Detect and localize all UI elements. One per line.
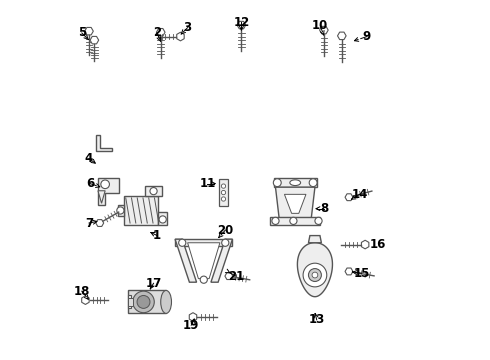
- Text: 9: 9: [363, 30, 371, 43]
- Polygon shape: [345, 268, 353, 275]
- Text: 12: 12: [233, 16, 249, 29]
- Polygon shape: [219, 179, 228, 206]
- Polygon shape: [128, 296, 131, 309]
- Text: 8: 8: [320, 202, 328, 215]
- Text: 20: 20: [217, 224, 233, 237]
- Text: 4: 4: [85, 152, 93, 165]
- Circle shape: [315, 217, 322, 225]
- Circle shape: [273, 179, 281, 186]
- Polygon shape: [96, 220, 104, 226]
- Polygon shape: [189, 313, 196, 321]
- Polygon shape: [82, 296, 89, 305]
- Polygon shape: [270, 217, 320, 225]
- Polygon shape: [237, 21, 245, 29]
- Polygon shape: [158, 212, 167, 225]
- Polygon shape: [175, 239, 232, 246]
- Polygon shape: [274, 178, 317, 187]
- Text: 3: 3: [184, 21, 192, 34]
- Circle shape: [133, 291, 154, 313]
- Text: 21: 21: [228, 270, 244, 283]
- Circle shape: [179, 239, 186, 246]
- Polygon shape: [146, 186, 162, 196]
- Text: 1: 1: [153, 229, 161, 242]
- Circle shape: [221, 184, 225, 188]
- Ellipse shape: [161, 291, 171, 314]
- Polygon shape: [156, 28, 165, 36]
- Circle shape: [309, 179, 317, 186]
- Text: 11: 11: [199, 177, 216, 190]
- Text: 13: 13: [309, 313, 325, 327]
- Polygon shape: [128, 291, 166, 314]
- Text: 7: 7: [85, 216, 93, 230]
- Circle shape: [117, 207, 124, 214]
- Circle shape: [290, 217, 297, 225]
- Polygon shape: [225, 273, 233, 279]
- Polygon shape: [118, 205, 124, 216]
- Polygon shape: [128, 298, 133, 306]
- Circle shape: [150, 188, 157, 195]
- Polygon shape: [362, 240, 369, 249]
- Text: 2: 2: [153, 27, 161, 40]
- Circle shape: [309, 269, 321, 282]
- Circle shape: [221, 197, 225, 201]
- Polygon shape: [188, 243, 220, 279]
- Text: 14: 14: [351, 188, 368, 201]
- Circle shape: [200, 276, 207, 283]
- Polygon shape: [297, 243, 332, 297]
- Polygon shape: [319, 26, 328, 34]
- Circle shape: [272, 217, 279, 225]
- Polygon shape: [98, 178, 120, 205]
- Circle shape: [221, 190, 225, 195]
- Polygon shape: [275, 187, 315, 218]
- Polygon shape: [211, 239, 232, 282]
- Polygon shape: [90, 36, 98, 44]
- Circle shape: [159, 216, 166, 223]
- Circle shape: [303, 263, 327, 287]
- Polygon shape: [124, 196, 158, 225]
- Text: 17: 17: [146, 277, 162, 290]
- Polygon shape: [98, 191, 105, 203]
- Text: 15: 15: [353, 267, 370, 280]
- Polygon shape: [96, 135, 112, 151]
- Text: 5: 5: [78, 27, 86, 40]
- Polygon shape: [85, 27, 93, 35]
- Text: 19: 19: [183, 319, 199, 332]
- Text: 10: 10: [312, 19, 328, 32]
- Polygon shape: [175, 239, 196, 282]
- Circle shape: [312, 272, 318, 278]
- Circle shape: [221, 239, 229, 246]
- Text: 18: 18: [74, 285, 90, 298]
- Text: 16: 16: [369, 238, 386, 251]
- Text: 6: 6: [86, 177, 94, 190]
- Polygon shape: [285, 194, 306, 213]
- Circle shape: [101, 180, 109, 189]
- Polygon shape: [177, 32, 184, 41]
- Polygon shape: [338, 32, 346, 40]
- Circle shape: [137, 296, 150, 309]
- Ellipse shape: [290, 180, 300, 185]
- Polygon shape: [309, 235, 321, 243]
- Polygon shape: [345, 194, 353, 201]
